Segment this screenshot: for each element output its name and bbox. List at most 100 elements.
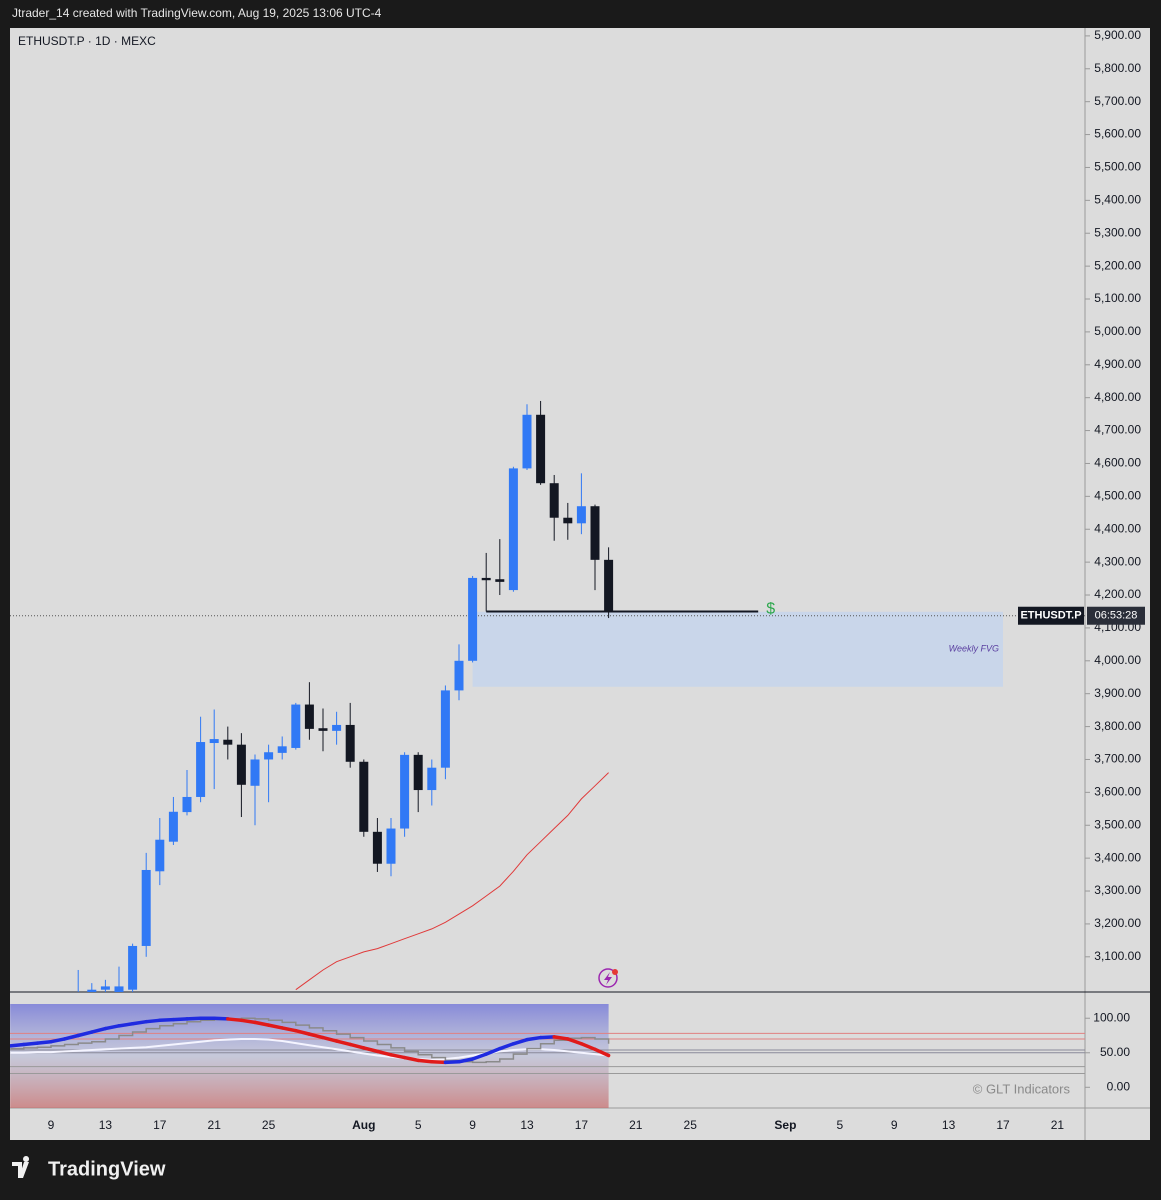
x-tick-label: Aug [352, 1118, 375, 1132]
oscillator-segment [144, 1018, 162, 1024]
candle-body [155, 839, 165, 872]
oscillator-segment [566, 1037, 584, 1046]
alert-dot [612, 969, 618, 975]
oscillator-segment [334, 1039, 352, 1047]
x-tick-label: 13 [942, 1118, 956, 1132]
y-tick-label: 3,100.00 [1094, 949, 1141, 963]
y2-tick-label: 50.00 [1100, 1045, 1130, 1059]
candle-body [141, 869, 151, 946]
y-tick-label: 5,200.00 [1094, 258, 1141, 272]
candle-body [413, 754, 423, 791]
candle-body [522, 414, 532, 469]
x-tick-label: 25 [684, 1118, 698, 1132]
y-tick-label: 5,800.00 [1094, 61, 1141, 75]
price-pane: Weekly FVG $ [10, 400, 1085, 992]
alert-bolt [604, 972, 612, 985]
oscillator-segment [62, 1033, 80, 1041]
candle-body [386, 828, 396, 864]
oscillator-segment [484, 1046, 502, 1056]
oscillator-segment [90, 1026, 108, 1034]
oscillator-segment [22, 1041, 40, 1047]
x-tick-label: 17 [575, 1118, 589, 1132]
candle-body [400, 754, 410, 829]
candle-body [250, 759, 260, 786]
candle-body [345, 724, 355, 762]
fvg-zone [472, 611, 1004, 687]
chart-panel [10, 28, 1150, 1140]
brand-logo [12, 1156, 30, 1178]
candle-body [536, 414, 546, 484]
oscillator-segment [212, 1016, 230, 1021]
candle-body [590, 506, 600, 560]
oscillator-segment [457, 1057, 475, 1064]
y2-tick-label: 0.00 [1107, 1079, 1131, 1093]
oscillator-segment [103, 1024, 121, 1031]
oscillator-segment [470, 1052, 488, 1061]
candle-body [182, 796, 192, 813]
candle-body [114, 986, 124, 992]
oscillator-segment [76, 1030, 94, 1038]
oscillator-segment [362, 1046, 380, 1054]
x-tick-label: 25 [262, 1118, 276, 1132]
fvg-label: Weekly FVG [949, 644, 999, 654]
candle-body [236, 744, 246, 785]
candle-body [318, 728, 328, 731]
oscillator-segment [538, 1035, 556, 1040]
signal-line [10, 1017, 610, 1064]
brand[interactable]: TradingView [12, 1156, 166, 1180]
y-tick-label: 5,100.00 [1094, 291, 1141, 305]
candle-body [508, 468, 518, 591]
x-tick-label: 9 [48, 1118, 55, 1132]
oscillator-segment [498, 1042, 516, 1051]
candle-body [209, 739, 219, 744]
y-tick-label: 3,600.00 [1094, 785, 1141, 799]
y2-tick-label: 100.00 [1093, 1010, 1130, 1024]
oscillator-segment [130, 1019, 148, 1026]
alert-icon[interactable] [598, 968, 618, 988]
indicator-watermark: © GLT Indicators [973, 1081, 1071, 1096]
x-tick-label: 17 [153, 1118, 167, 1132]
y-tick-label: 3,800.00 [1094, 719, 1141, 733]
oscillator-segment [226, 1017, 244, 1023]
oscillator-segment [10, 1042, 26, 1048]
candle-body [454, 660, 464, 691]
candle-body [223, 739, 233, 745]
candle-body [359, 761, 369, 832]
candle-body [495, 579, 505, 582]
candle-body [549, 483, 559, 518]
baseline-line [10, 1038, 609, 1061]
x-tick-label: 9 [891, 1118, 898, 1132]
oscillator-segment [402, 1055, 420, 1063]
axes: 3,100.00 3,200.00 3,300.00 3,400.00 3,500.00… [48, 28, 1142, 1132]
y-tick-label: 4,000.00 [1094, 653, 1141, 667]
y-tick-label: 4,300.00 [1094, 554, 1141, 568]
candle-body [427, 767, 437, 791]
y-tick-label: 3,200.00 [1094, 916, 1141, 930]
candle-body [372, 831, 382, 864]
y-tick-label: 3,400.00 [1094, 850, 1141, 864]
y-tick-label: 4,900.00 [1094, 357, 1141, 371]
x-tick-label: 21 [208, 1118, 222, 1132]
oscillator-segment [525, 1035, 543, 1042]
oscillator-segment [185, 1016, 203, 1021]
oscillator-segment [253, 1020, 271, 1027]
x-tick-label: 21 [1051, 1118, 1065, 1132]
candle-body [87, 989, 97, 992]
oscillator-segment [443, 1059, 461, 1065]
candle-body [440, 690, 450, 768]
oscillator-segment [117, 1022, 135, 1028]
oscillator-segment [430, 1059, 448, 1065]
countdown-text: 06:53:28 [1095, 610, 1138, 622]
y-tick-label: 5,500.00 [1094, 160, 1141, 174]
oscillator-segment [35, 1039, 53, 1045]
oscillator-segment [266, 1023, 284, 1030]
candle-body [168, 811, 178, 842]
oscillator-segment [416, 1058, 434, 1064]
candle-body [291, 704, 301, 748]
symbol-badge [1018, 606, 1084, 625]
candle-body [196, 742, 206, 797]
oscillator-segment [294, 1028, 312, 1036]
oscillator-segment [158, 1017, 176, 1023]
moving-average [295, 772, 609, 991]
